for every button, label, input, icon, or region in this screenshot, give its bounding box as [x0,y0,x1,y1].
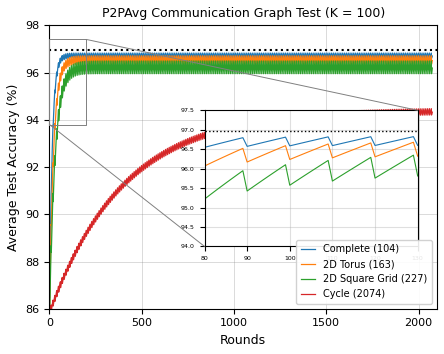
Complete (104) [47,296,52,300]
Line: 2D Torus (163): 2D Torus (163) [50,56,432,306]
2D Torus (163) [47,304,52,308]
Complete (104) [144,51,150,55]
2D Square Grid (227) [214,63,219,67]
Cycle (2074) [310,111,316,115]
2D Torus (163) [81,57,87,61]
2D Torus (163) [248,61,254,65]
Line: 2D Square Grid (227): 2D Square Grid (227) [50,61,432,313]
Complete (104) [214,52,219,56]
Cycle (2074) [47,313,52,317]
2D Torus (163) [311,62,316,67]
Complete (104) [81,53,87,57]
2D Square Grid (227) [311,72,316,76]
X-axis label: Rounds: Rounds [220,334,266,347]
Cycle (2074) [232,127,237,131]
Line: Cycle (2074): Cycle (2074) [50,109,432,315]
2D Square Grid (227) [65,70,70,74]
2D Torus (163) [189,53,194,58]
Legend: Complete (104), 2D Torus (163), 2D Square Grid (227), Cycle (2074): Complete (104), 2D Torus (163), 2D Squar… [296,240,432,304]
Title: P2PAvg Communication Graph Test (K = 100): P2PAvg Communication Graph Test (K = 100… [102,7,385,20]
Complete (104) [65,52,70,56]
Cycle (2074) [248,125,254,129]
Line: Complete (104): Complete (104) [50,53,432,298]
Cycle (2074) [214,129,219,133]
2D Square Grid (227) [248,70,254,74]
Complete (104) [311,56,316,61]
2D Torus (163) [232,59,237,64]
Complete (104) [430,54,435,58]
2D Square Grid (227) [81,64,87,68]
2D Square Grid (227) [47,311,52,315]
Complete (104) [232,55,237,59]
Cycle (2074) [65,264,70,268]
2D Square Grid (227) [242,59,248,63]
Y-axis label: Average Test Accuracy (%): Average Test Accuracy (%) [7,83,20,251]
2D Torus (163) [65,58,70,62]
2D Torus (163) [214,56,219,60]
Cycle (2074) [428,107,434,111]
Cycle (2074) [81,234,87,239]
2D Square Grid (227) [430,66,435,70]
Complete (104) [248,56,254,60]
2D Torus (163) [430,58,435,63]
Cycle (2074) [430,110,435,114]
2D Square Grid (227) [232,69,237,73]
